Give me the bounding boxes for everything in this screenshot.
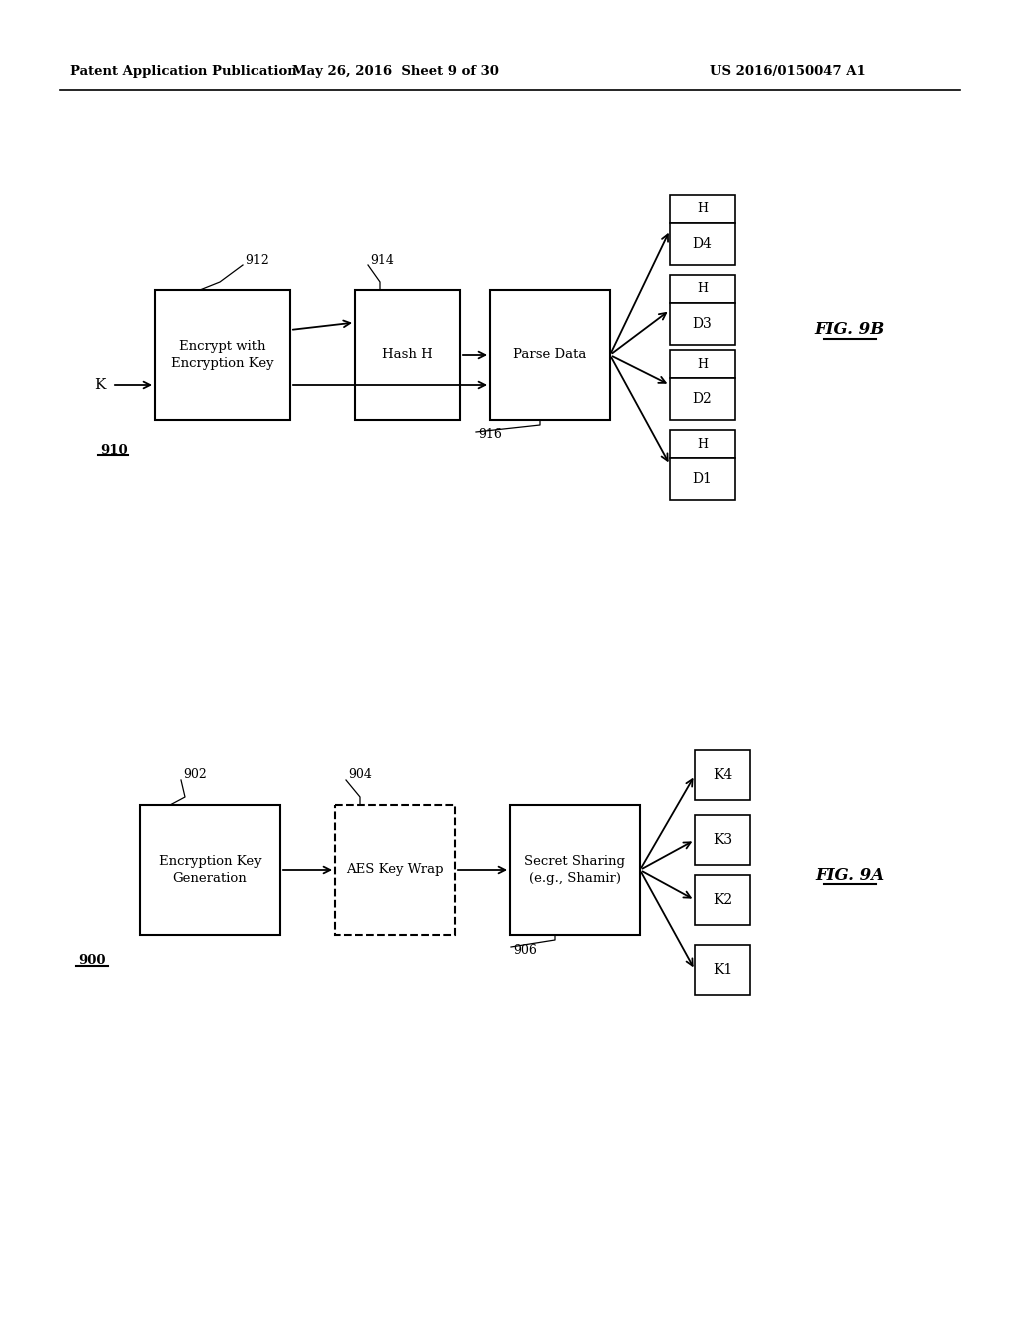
Text: K1: K1	[713, 964, 732, 977]
Text: 916: 916	[478, 429, 502, 441]
Bar	[510, 805, 640, 935]
Text: 912: 912	[245, 253, 268, 267]
Text: May 26, 2016  Sheet 9 of 30: May 26, 2016 Sheet 9 of 30	[292, 66, 499, 78]
Text: H: H	[697, 202, 708, 215]
Bar	[670, 430, 735, 458]
Bar	[670, 195, 735, 223]
Bar	[695, 750, 750, 800]
Text: D1: D1	[692, 473, 713, 486]
Text: 914: 914	[370, 253, 394, 267]
Text: 904: 904	[348, 768, 372, 781]
Bar	[670, 458, 735, 500]
Text: FIG. 9B: FIG. 9B	[815, 322, 885, 338]
Text: US 2016/0150047 A1: US 2016/0150047 A1	[710, 66, 865, 78]
Bar	[670, 223, 735, 265]
Text: K: K	[94, 378, 105, 392]
Bar	[155, 290, 290, 420]
Text: 900: 900	[78, 953, 105, 966]
Text: Parse Data: Parse Data	[513, 348, 587, 362]
Bar	[695, 945, 750, 995]
Bar	[140, 805, 280, 935]
Text: 906: 906	[513, 944, 537, 957]
Text: Secret Sharing
(e.g., Shamir): Secret Sharing (e.g., Shamir)	[524, 855, 626, 884]
Text: D4: D4	[692, 238, 713, 251]
Bar	[355, 290, 460, 420]
Bar	[670, 275, 735, 304]
Text: Encrypt with
Encryption Key: Encrypt with Encryption Key	[171, 341, 273, 370]
Text: 902: 902	[183, 768, 207, 781]
Text: Patent Application Publication: Patent Application Publication	[70, 66, 297, 78]
Text: H: H	[697, 437, 708, 450]
Text: H: H	[697, 358, 708, 371]
Text: D2: D2	[692, 392, 713, 407]
Text: D3: D3	[692, 317, 713, 331]
Bar	[695, 814, 750, 865]
Bar	[490, 290, 610, 420]
Text: K4: K4	[713, 768, 732, 781]
Text: Encryption Key
Generation: Encryption Key Generation	[159, 855, 261, 884]
Text: K3: K3	[713, 833, 732, 847]
Bar	[670, 378, 735, 420]
Bar	[670, 304, 735, 345]
Text: FIG. 9A: FIG. 9A	[815, 866, 885, 883]
Bar	[695, 875, 750, 925]
Bar	[670, 350, 735, 378]
Text: AES Key Wrap: AES Key Wrap	[346, 863, 443, 876]
Text: K2: K2	[713, 894, 732, 907]
Text: Hash H: Hash H	[382, 348, 433, 362]
Bar	[335, 805, 455, 935]
Text: 910: 910	[100, 444, 128, 457]
Text: H: H	[697, 282, 708, 296]
